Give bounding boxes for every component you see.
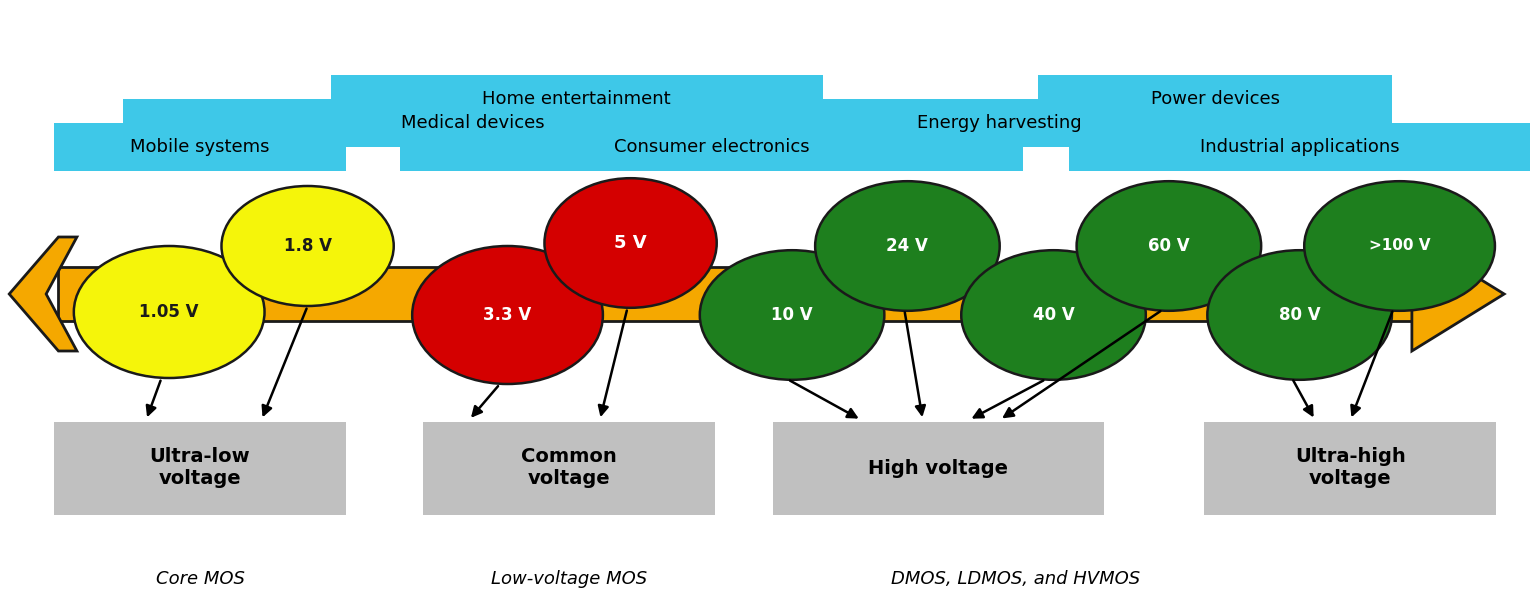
Text: Industrial applications: Industrial applications <box>1200 138 1400 156</box>
Text: Energy harvesting: Energy harvesting <box>917 114 1083 132</box>
Ellipse shape <box>1304 181 1495 311</box>
Text: 80 V: 80 V <box>1278 306 1321 324</box>
Text: Medical devices: Medical devices <box>401 114 544 132</box>
Text: High voltage: High voltage <box>867 458 1009 478</box>
Text: 1.8 V: 1.8 V <box>283 237 332 255</box>
Text: 24 V: 24 V <box>886 237 929 255</box>
FancyBboxPatch shape <box>772 421 1103 514</box>
Ellipse shape <box>1077 181 1261 311</box>
Text: 40 V: 40 V <box>1032 306 1075 324</box>
Text: Core MOS: Core MOS <box>155 570 245 588</box>
Ellipse shape <box>700 250 884 380</box>
Polygon shape <box>1412 237 1504 351</box>
Text: Common
voltage: Common voltage <box>521 448 617 488</box>
FancyBboxPatch shape <box>58 267 1412 321</box>
Polygon shape <box>9 237 77 351</box>
Ellipse shape <box>74 246 265 378</box>
Ellipse shape <box>544 178 717 308</box>
FancyBboxPatch shape <box>1038 75 1392 123</box>
FancyBboxPatch shape <box>331 75 823 123</box>
Text: Ultra-low
voltage: Ultra-low voltage <box>149 448 251 488</box>
Text: >100 V: >100 V <box>1369 238 1430 253</box>
Text: 1.05 V: 1.05 V <box>140 303 198 321</box>
Text: Power devices: Power devices <box>1150 90 1280 108</box>
Ellipse shape <box>412 246 603 384</box>
Ellipse shape <box>221 186 394 306</box>
Ellipse shape <box>815 181 1000 311</box>
FancyBboxPatch shape <box>1069 123 1530 171</box>
Text: Home entertainment: Home entertainment <box>483 90 671 108</box>
Text: 3.3 V: 3.3 V <box>483 306 532 324</box>
Text: Consumer electronics: Consumer electronics <box>614 138 809 156</box>
FancyBboxPatch shape <box>400 123 1023 171</box>
FancyBboxPatch shape <box>54 421 346 514</box>
Text: Mobile systems: Mobile systems <box>131 138 269 156</box>
FancyBboxPatch shape <box>746 99 1253 147</box>
Text: Low-voltage MOS: Low-voltage MOS <box>491 570 647 588</box>
Ellipse shape <box>961 250 1146 380</box>
Text: Ultra-high
voltage: Ultra-high voltage <box>1295 448 1406 488</box>
FancyBboxPatch shape <box>54 123 346 171</box>
Text: 10 V: 10 V <box>771 306 814 324</box>
Text: 5 V: 5 V <box>614 234 647 252</box>
Ellipse shape <box>1207 250 1392 380</box>
FancyBboxPatch shape <box>1204 421 1496 514</box>
FancyBboxPatch shape <box>123 99 823 147</box>
FancyBboxPatch shape <box>423 421 715 514</box>
Text: DMOS, LDMOS, and HVMOS: DMOS, LDMOS, and HVMOS <box>891 570 1140 588</box>
Text: 60 V: 60 V <box>1147 237 1190 255</box>
